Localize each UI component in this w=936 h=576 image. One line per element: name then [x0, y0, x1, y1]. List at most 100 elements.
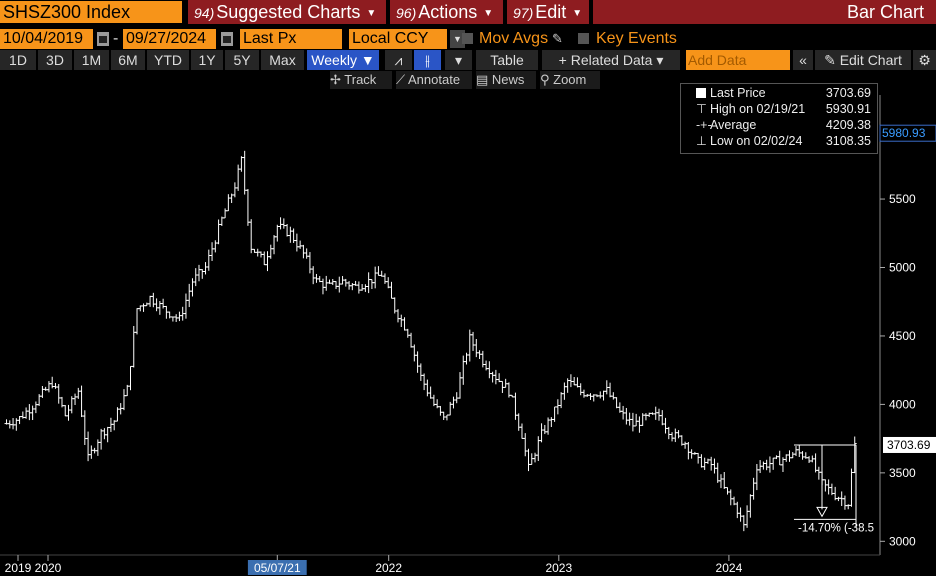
collapse-icon[interactable]: « [793, 50, 813, 70]
caret-down-icon: ▼ [483, 8, 494, 19]
menu-label: Actions [418, 2, 478, 22]
end-date-field[interactable]: 09/27/2024 [123, 29, 216, 49]
measure-annotation: 3703.69 5980.93 -14.70% (-38.5 [794, 124, 936, 534]
start-date-field[interactable]: 10/04/2019 [0, 29, 93, 49]
chart-legend[interactable]: Last Price 3703.69 ⊤ High on 02/19/21 59… [680, 83, 878, 154]
legend-low: ⊥ Low on 02/02/24 3108.35 [681, 133, 877, 149]
actions-menu[interactable]: 96) Actions ▼ [390, 0, 503, 24]
chart-style-dropdown[interactable]: ▾ [445, 50, 472, 70]
high-marker-tag [879, 124, 936, 142]
price-bars [4, 150, 857, 532]
related-data-label: + Related Data [558, 52, 653, 68]
annotate-label: Annotate [408, 72, 461, 87]
low-marker-icon: ⊥ [696, 134, 707, 148]
measure-label: -14.70% (-38.5 [798, 522, 874, 534]
legend-value: 4209.38 [825, 118, 871, 132]
pencil-icon[interactable]: ✎ [552, 31, 563, 46]
range-6m[interactable]: 6M [111, 50, 145, 70]
legend-label: Low on 02/02/24 [710, 134, 803, 148]
news-button[interactable]: ▤ News [476, 71, 536, 89]
line-chart-icon[interactable]: ⩘ [385, 50, 412, 70]
range-1m[interactable]: 1M [74, 50, 109, 70]
range-3d[interactable]: 3D [38, 50, 72, 70]
y-tick-label: 3000 [889, 534, 916, 548]
date-separator: - [113, 30, 119, 47]
x-tick-label: 2022 [375, 561, 402, 575]
last-price-tag-label: 3703.69 [887, 438, 931, 452]
range-bar: 1D 3D 1M 6M YTD 1Y 5Y Max Weekly ▼ ⩘ ⫲ ▾… [0, 50, 936, 70]
period-label: Weekly [311, 52, 357, 68]
chart-type-title: Bar Chart [593, 0, 936, 24]
currency-select[interactable]: Local CCY [349, 29, 447, 49]
y-tick-label: 5000 [889, 261, 916, 275]
legend-average: -+- Average 4209.38 [681, 117, 877, 133]
price-field-select[interactable]: Last Px [240, 29, 342, 49]
range-1d[interactable]: 1D [0, 50, 36, 70]
add-data-input[interactable]: Add Data [686, 50, 790, 70]
edit-menu[interactable]: 97) Edit ▼ [507, 0, 589, 24]
related-data-button[interactable]: + Related Data ▾ [542, 50, 680, 70]
mov-avgs-checkbox[interactable] [462, 33, 473, 44]
legend-value: 3108.35 [825, 134, 871, 148]
legend-label: High on 02/19/21 [710, 102, 806, 116]
edit-chart-button[interactable]: ✎ Edit Chart [815, 50, 911, 70]
menu-number: 96) [396, 5, 417, 21]
gear-icon[interactable]: ⚙ [913, 50, 936, 70]
edit-chart-label: Edit Chart [839, 52, 902, 68]
x-tick-label: 2019 [5, 561, 32, 575]
range-1y[interactable]: 1Y [191, 50, 223, 70]
calendar-icon[interactable] [221, 32, 233, 46]
square-icon [696, 88, 706, 98]
y-tick-label: 4500 [889, 329, 916, 343]
key-events-checkbox[interactable] [578, 33, 589, 44]
x-tick-label: 2023 [545, 561, 572, 575]
last-price-tag [883, 436, 936, 453]
legend-value: 5930.91 [825, 102, 871, 116]
y-axis-ticks: 3000 3500 4000 4500 5000 5500 [880, 192, 916, 548]
menu-number: 97) [513, 5, 534, 21]
average-marker-icon: -+- [696, 118, 712, 132]
currency-dropdown-icon[interactable]: ▼ [450, 30, 465, 48]
range-5y[interactable]: 5Y [225, 50, 259, 70]
y-tick-label: 5500 [889, 192, 916, 206]
track-label: Track [344, 72, 377, 87]
legend-last-price: Last Price 3703.69 [681, 85, 877, 101]
high-marker-label: 5980.93 [882, 126, 926, 140]
key-events-label[interactable]: Key Events [596, 30, 677, 47]
range-max[interactable]: Max [261, 50, 304, 70]
table-button[interactable]: Table [476, 50, 538, 70]
period-select[interactable]: Weekly ▼ [307, 50, 379, 70]
x-axis-ticks: 2019 2020 05/07/21 2022 2023 2024 [5, 555, 743, 575]
x-tick-label: 05/07/21 [254, 561, 301, 575]
menu-number: 94) [194, 5, 215, 21]
range-ytd[interactable]: YTD [147, 50, 189, 70]
zoom-button[interactable]: ⚲ Zoom [540, 71, 600, 89]
menu-label: Suggested Charts [216, 2, 361, 22]
caret-down-icon: ▼ [572, 8, 583, 19]
bar-chart-icon[interactable]: ⫲ [414, 50, 441, 70]
legend-high: ⊤ High on 02/19/21 5930.91 [681, 101, 877, 117]
high-marker-icon: ⊤ [696, 102, 707, 116]
suggested-charts-menu[interactable]: 94) Suggested Charts ▼ [188, 0, 386, 24]
legend-label: Average [710, 118, 757, 132]
track-button[interactable]: ✢ Track [330, 71, 392, 89]
x-tick-label: 2020 [35, 561, 62, 575]
y-tick-label: 3500 [889, 466, 916, 480]
controls-bar: 10/04/2019 - 09/27/2024 Last Px Local CC… [0, 29, 936, 49]
y-tick-label: 4000 [889, 397, 916, 411]
title-bar: SHSZ300 Index 94) Suggested Charts ▼ 96) Ac… [0, 0, 936, 25]
annotate-button[interactable]: ⟋ Annotate [396, 71, 472, 89]
arrow-down-icon [816, 506, 828, 518]
legend-label: Last Price [710, 86, 766, 100]
calendar-icon[interactable] [97, 32, 109, 46]
x-tick-highlight [247, 560, 307, 575]
news-label: News [491, 72, 525, 87]
zoom-label: Zoom [553, 72, 587, 87]
mov-avgs-label[interactable]: Mov Avgs [479, 30, 549, 47]
x-tick-label: 2024 [716, 561, 743, 575]
menu-label: Edit [535, 2, 567, 22]
caret-down-icon: ▼ [366, 8, 377, 19]
legend-value: 3703.69 [825, 86, 871, 100]
ticker-field[interactable]: SHSZ300 Index [0, 1, 182, 23]
